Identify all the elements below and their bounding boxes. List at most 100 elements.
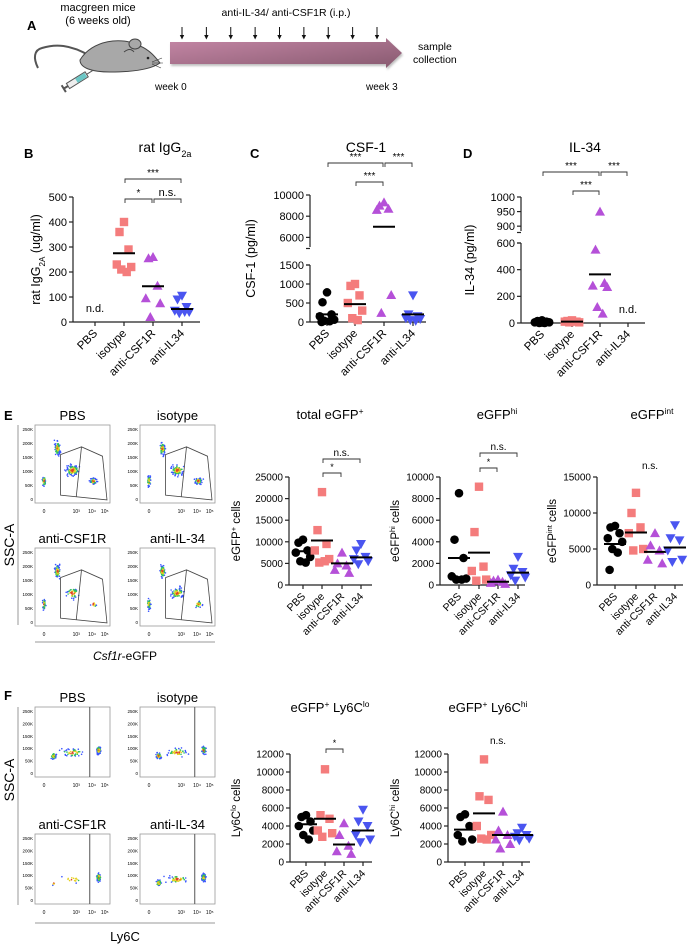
- data-point-pbs: [317, 317, 326, 327]
- flow-event-dot: [179, 749, 181, 751]
- flow-event-dot: [56, 451, 58, 454]
- flow-event-dot: [148, 476, 151, 479]
- gene-name: Csf1r: [93, 649, 123, 663]
- flow-event-dot: [179, 589, 181, 591]
- data-point-anti-il34: [362, 822, 373, 831]
- data-point-isotype: [317, 487, 327, 497]
- flow-event-dot: [41, 599, 44, 602]
- data-point-isotype: [470, 527, 479, 537]
- data-point-anti-csf1r: [329, 564, 340, 574]
- flow-event-dot: [68, 879, 71, 882]
- y-tick-label: 10000: [273, 190, 304, 202]
- flow-event-dot: [68, 472, 71, 475]
- flow-event-dot: [74, 753, 77, 756]
- y-tick-label: 0: [428, 581, 434, 592]
- flow-event-dot: [58, 570, 61, 572]
- flow-event-dot: [149, 603, 152, 605]
- flow-event-dot: [158, 880, 161, 882]
- text-part-sub: 2A: [38, 256, 47, 267]
- data-point-anti-csf1r: [500, 578, 511, 588]
- flow-event-dot: [76, 878, 78, 881]
- flow-y-tick-label: 200K: [127, 721, 138, 726]
- data-point-pbs: [467, 835, 477, 844]
- flow-x-tick-label: 0: [148, 910, 151, 916]
- data-point-anti-il34: [350, 831, 361, 840]
- flow-event-dot: [147, 475, 150, 477]
- data-point-anti-csf1r: [341, 560, 352, 570]
- chart-title: CSF-1: [346, 139, 387, 155]
- significance-bracket: [384, 162, 413, 167]
- data-point-isotype: [477, 834, 486, 843]
- text-part-main: total eGFP: [296, 407, 358, 422]
- flow-event-dot: [98, 874, 100, 877]
- flow-x-tick-label: 10³: [73, 509, 81, 515]
- flow-event-dot: [171, 591, 174, 593]
- data-point-pbs: [301, 558, 311, 567]
- flow-event-dot: [147, 610, 150, 612]
- flow-event-dot: [72, 475, 74, 478]
- flow-event-dot: [182, 750, 184, 752]
- flow-event-dot: [81, 751, 84, 753]
- flow-x-tick-label: 10⁴: [193, 783, 201, 789]
- flow-event-dot: [77, 748, 80, 750]
- flow-event-dot: [201, 481, 203, 484]
- panel-label-f: F: [4, 688, 12, 703]
- flow-event-dot: [73, 474, 76, 477]
- text-part-tail: (ug/ml): [29, 214, 43, 256]
- panel-label-b: B: [24, 146, 33, 161]
- flow-event-dot: [160, 756, 163, 759]
- flow-event-dot: [74, 590, 76, 593]
- flow-event-dot: [158, 757, 161, 760]
- treatment-label: anti-IL-34/ anti-CSF1R (i.p.): [222, 7, 351, 19]
- flow-event-dot: [198, 600, 201, 602]
- text-part-sup: int: [545, 524, 554, 533]
- text-part-sup: +: [324, 699, 329, 709]
- y-tick-label: 25000: [255, 473, 283, 484]
- data-point-anti-il34: [181, 303, 192, 312]
- flow-event-dot: [161, 448, 164, 451]
- flow-y-tick-label: 100K: [22, 592, 33, 597]
- flow-plot-frame: [139, 547, 216, 627]
- flow-event-dot: [66, 468, 69, 470]
- flow-x-tick-label: 10⁴: [88, 509, 96, 515]
- flow-x-tick-label: 0: [43, 783, 46, 789]
- data-point-pbs: [606, 523, 615, 532]
- flow-event-dot: [185, 880, 187, 882]
- flow-event-dot: [202, 752, 205, 755]
- flow-plot-anti-il-34: anti-IL-34 250K 200K 150K 100K 50K 0 0 10³ 10⁴ 10⁵: [127, 531, 216, 638]
- flow-event-dot: [170, 595, 172, 597]
- flow-y-tick-label: 150K: [22, 455, 33, 460]
- flow-gate-divider: [180, 446, 187, 497]
- text-part-main: Ly6C: [390, 811, 402, 837]
- flow-event-dot: [172, 471, 174, 474]
- text-part-main: rat IgG: [29, 267, 43, 305]
- flow-plot-title: isotype: [157, 690, 198, 705]
- significance-label: ***: [393, 152, 405, 163]
- flow-event-dot: [50, 757, 52, 760]
- flow-event-dot: [42, 483, 45, 485]
- flow-x-tick-label: 10⁵: [206, 509, 214, 515]
- flow-event-dot: [96, 877, 99, 880]
- flow-event-dot: [54, 567, 56, 569]
- significance-label: *: [330, 462, 334, 472]
- flow-y-tick-label: 50K: [25, 606, 33, 611]
- flow-event-dot: [99, 752, 101, 754]
- y-tick-label: 500: [49, 192, 67, 204]
- flow-event-dot: [156, 752, 158, 754]
- flow-x-tick-label: 0: [43, 509, 46, 515]
- end-label: week 3: [365, 82, 398, 93]
- flow-event-dot: [202, 874, 205, 876]
- flow-event-dot: [74, 594, 76, 597]
- flow-event-dot: [41, 478, 44, 481]
- flow-event-dot: [170, 593, 172, 596]
- y-tick-label: 12000: [256, 750, 284, 761]
- flow-plot-frame: [139, 833, 216, 905]
- flow-event-dot: [73, 593, 75, 596]
- flow-event-dot: [175, 750, 178, 753]
- data-point-anti-csf1r: [143, 253, 154, 263]
- flow-event-dot: [66, 591, 69, 593]
- flow-y-tick-label: 250K: [22, 709, 33, 714]
- flow-event-dot: [92, 480, 94, 482]
- flow-x-tick-label: 10⁵: [101, 783, 109, 789]
